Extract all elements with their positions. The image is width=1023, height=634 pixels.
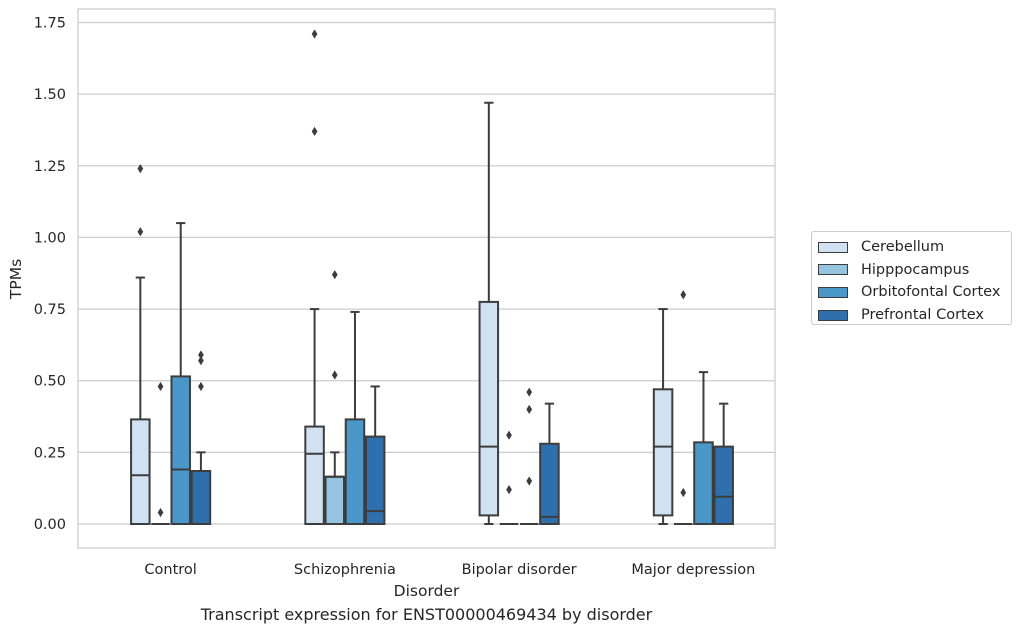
outlier-point bbox=[157, 381, 164, 392]
y-tick-label: 1.25 bbox=[34, 159, 66, 175]
x-tick-label: Major depression bbox=[631, 562, 755, 578]
legend: Cerebellum Hipppocampus Orbitofontal Cor… bbox=[811, 231, 1012, 325]
box-iqr bbox=[170, 375, 191, 525]
outlier-point bbox=[331, 370, 338, 380]
box-0-2 bbox=[170, 222, 191, 525]
box-1-0 bbox=[304, 29, 325, 525]
box-plots bbox=[130, 29, 734, 526]
outlier-point bbox=[198, 350, 204, 360]
y-tick-label: 0.75 bbox=[34, 302, 66, 318]
x-tick-label: Schizophrenia bbox=[294, 562, 396, 578]
x-tick-label: Bipolar disorder bbox=[462, 562, 577, 578]
outlier-point bbox=[506, 430, 512, 440]
legend-swatch-prefrontal-cortex bbox=[818, 309, 848, 321]
box-1-1 bbox=[324, 270, 346, 526]
box-iqr bbox=[130, 418, 151, 525]
legend-label-prefrontal-cortex: Prefrontal Cortex bbox=[861, 307, 984, 324]
box-1-2 bbox=[344, 310, 366, 525]
plot-frame bbox=[77, 8, 776, 549]
box-iqr bbox=[190, 469, 212, 525]
outlier-point bbox=[311, 29, 318, 39]
box-2-0 bbox=[478, 101, 500, 525]
outlier-point bbox=[137, 227, 144, 237]
box-3-2 bbox=[693, 371, 714, 526]
outlier-point bbox=[198, 381, 204, 392]
y-tick-label: 1.50 bbox=[34, 87, 66, 103]
box-iqr bbox=[478, 300, 500, 517]
y-tick-label: 1.00 bbox=[34, 230, 66, 246]
box-3-0 bbox=[652, 308, 674, 525]
x-tick-labels: Control Schizophrenia Bipolar disorder Majo… bbox=[144, 562, 755, 578]
box-iqr bbox=[652, 388, 674, 517]
y-tick-label: 0.25 bbox=[34, 445, 66, 461]
y-tick-label: 1.75 bbox=[34, 16, 66, 32]
outlier-point bbox=[198, 356, 204, 366]
legend-item-hippocampus: Hipppocampus bbox=[818, 259, 1011, 282]
legend-label-hippocampus: Hipppocampus bbox=[861, 261, 970, 278]
box-3-3 bbox=[713, 402, 734, 525]
outlier-point bbox=[526, 404, 533, 414]
box-iqr bbox=[304, 425, 325, 525]
outlier-point bbox=[137, 164, 144, 174]
legend-swatch-hippocampus bbox=[818, 264, 848, 276]
box-iqr bbox=[324, 475, 346, 526]
outlier-point bbox=[526, 476, 533, 486]
grid-lines bbox=[78, 21, 775, 525]
outlier-point bbox=[680, 487, 687, 498]
outlier-point bbox=[506, 485, 512, 495]
outlier-point bbox=[331, 270, 338, 280]
box-0-0 bbox=[130, 164, 151, 525]
box-iqr bbox=[539, 442, 560, 526]
y-tick-label: 0.50 bbox=[34, 374, 66, 390]
x-axis-label: Disorder bbox=[394, 582, 460, 600]
box-iqr bbox=[713, 445, 734, 525]
box-iqr bbox=[344, 418, 366, 525]
box-2-2 bbox=[519, 387, 539, 525]
box-iqr bbox=[364, 435, 386, 525]
legend-item-orbitofrontal-cortex: Orbitofontal Cortex bbox=[818, 281, 1011, 304]
outlier-point bbox=[311, 126, 318, 136]
legend-swatch-orbitofrontal-cortex bbox=[818, 286, 848, 298]
legend-item-prefrontal-cortex: Prefrontal Cortex bbox=[818, 304, 1011, 327]
legend-item-cerebellum: Cerebellum bbox=[818, 236, 1011, 259]
legend-label-orbitofrontal-cortex: Orbitofontal Cortex bbox=[861, 284, 1001, 301]
y-axis-label: TPMs bbox=[7, 259, 25, 300]
outlier-point bbox=[680, 290, 687, 300]
box-iqr bbox=[693, 441, 714, 526]
box-0-3 bbox=[190, 350, 212, 525]
box-2-3 bbox=[539, 402, 560, 526]
legend-label-cerebellum: Cerebellum bbox=[861, 239, 945, 256]
box-1-3 bbox=[364, 385, 386, 525]
legend-swatch-cerebellum bbox=[818, 241, 848, 253]
box-2-1 bbox=[499, 430, 519, 525]
box-0-1 bbox=[151, 381, 170, 525]
y-tick-labels: 0.00 0.25 0.50 0.75 1.00 1.25 1.50 1.75 bbox=[34, 16, 66, 534]
y-tick-label: 0.00 bbox=[34, 517, 66, 533]
box-3-1 bbox=[674, 290, 693, 525]
outlier-point bbox=[157, 507, 164, 518]
figure-caption: Transcript expression for ENST0000046943… bbox=[200, 605, 653, 624]
outlier-point bbox=[526, 387, 533, 397]
x-tick-label: Control bbox=[144, 562, 196, 578]
